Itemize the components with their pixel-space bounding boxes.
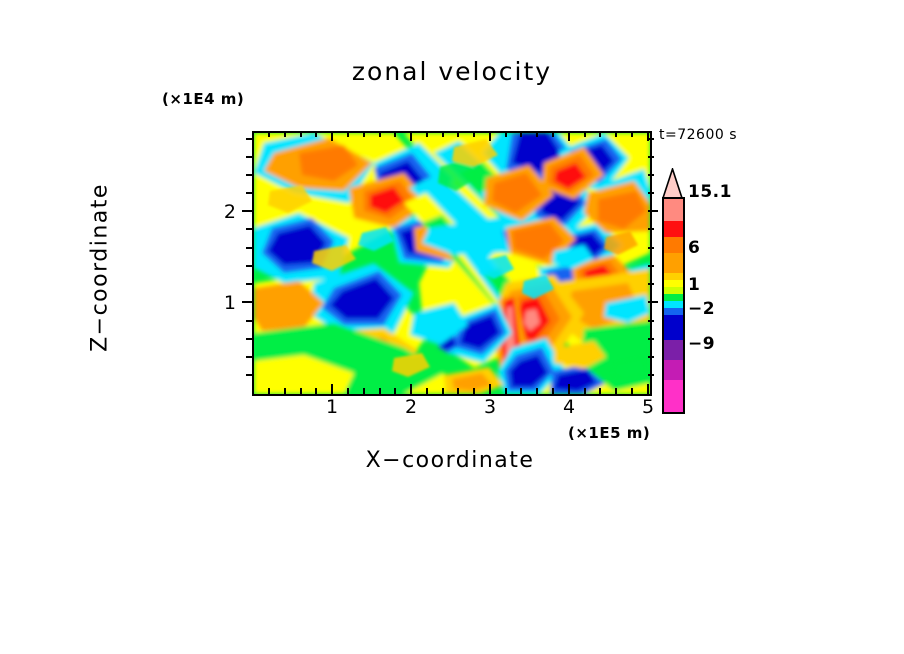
colorbar-band [664,199,683,221]
contour-field [254,133,650,394]
colorbar-band [664,315,683,340]
colorbar-band [664,237,683,253]
x-axis-unit-label: (×1E5 m) [568,424,651,442]
y-tick-label-2: 2 [223,201,236,223]
x-axis-title: X−coordinate [365,448,535,473]
y-axis-title: Z−coordinate [87,183,113,352]
colorbar-band [664,253,683,273]
colorbar-label-6: 6 [688,238,701,258]
timestamp-annotation: t=72600 s [659,127,737,143]
colorbar-band [664,340,683,360]
colorbar-label-neg2: −2 [688,299,716,319]
colorbar-band [664,308,683,315]
y-axis-unit-label: (×1E4 m) [162,90,245,108]
colorbar-label-1: 1 [688,275,701,295]
colorbar-band [664,294,683,301]
colorbar-bands [662,197,685,414]
x-tick-label-5: 5 [641,396,655,418]
colorbar-band [664,221,683,237]
colorbar-arrow-tip [662,168,683,198]
colorbar-band [664,280,683,287]
page-title: zonal velocity [351,57,553,86]
colorbar-band [664,287,683,294]
colorbar-band [664,273,683,280]
colorbar-label-max: 15.1 [688,182,732,202]
colorbar-label-neg9: −9 [688,334,716,354]
plot-area [252,131,652,396]
colorbar-band [664,360,683,380]
x-tick-label-1: 1 [325,396,339,418]
y-tick-label-1: 1 [223,292,236,314]
colorbar-band [664,380,683,412]
x-tick-label-2: 2 [404,396,418,418]
colorbar-band [664,301,683,308]
x-tick-label-4: 4 [562,396,576,418]
x-tick-label-3: 3 [483,396,497,418]
